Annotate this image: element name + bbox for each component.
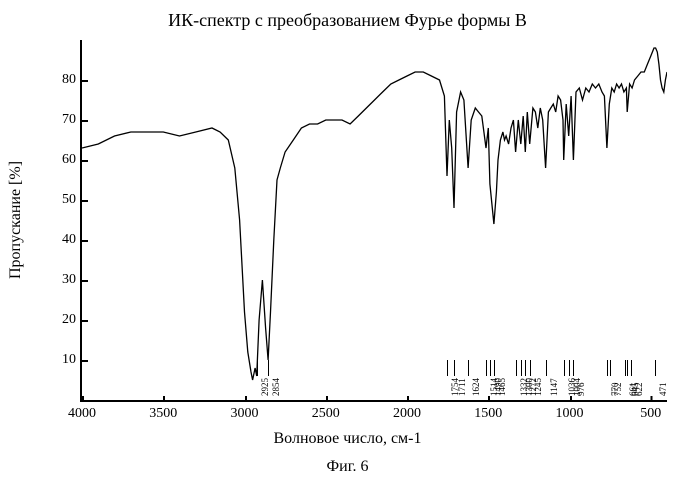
peak-tick xyxy=(268,360,269,376)
peak-label: 1624 xyxy=(471,378,481,396)
x-tick-label: 500 xyxy=(640,406,661,422)
y-tick-label: 70 xyxy=(48,112,76,128)
peak-tick xyxy=(625,360,626,376)
peak-label: 622 xyxy=(634,383,644,397)
x-tick-label: 1000 xyxy=(556,406,584,422)
peak-tick xyxy=(564,360,565,376)
peak-tick xyxy=(610,360,611,376)
peak-label: 2854 xyxy=(271,378,281,396)
peak-tick xyxy=(490,360,491,376)
x-tick-label: 3500 xyxy=(149,406,177,422)
peak-label: 1245 xyxy=(533,378,543,396)
peak-label: 471 xyxy=(658,383,668,397)
peak-tick xyxy=(546,360,547,376)
x-axis-label: Волновое число, см-1 xyxy=(0,430,695,448)
x-tick-label: 4000 xyxy=(68,406,96,422)
peak-tick xyxy=(447,360,448,376)
chart-title: ИК-спектр с преобразованием Фурье формы … xyxy=(0,10,695,31)
x-tick-label: 2000 xyxy=(393,406,421,422)
peak-label: 1711 xyxy=(457,378,467,396)
x-tick-label: 1500 xyxy=(474,406,502,422)
peak-tick xyxy=(530,360,531,376)
y-tick-label: 60 xyxy=(48,152,76,168)
x-tick-label: 2500 xyxy=(312,406,340,422)
peak-label: 1147 xyxy=(549,378,559,396)
y-tick-label: 50 xyxy=(48,192,76,208)
peak-label: 2925 xyxy=(260,378,270,396)
peak-tick xyxy=(607,360,608,376)
spectrum-line xyxy=(82,40,667,400)
peak-label: 976 xyxy=(576,383,586,397)
figure-caption: Фиг. 6 xyxy=(0,458,695,476)
figure-container: ИК-спектр с преобразованием Фурье формы … xyxy=(0,0,695,500)
x-tick-label: 3000 xyxy=(231,406,259,422)
y-axis-label: Пропускание [%] xyxy=(7,161,25,279)
peak-tick xyxy=(454,360,455,376)
y-tick-label: 10 xyxy=(48,352,76,368)
peak-tick xyxy=(486,360,487,376)
peak-tick xyxy=(494,360,495,376)
plot-area: 1020304050607080400035003000250020001500… xyxy=(80,40,667,402)
peak-tick xyxy=(573,360,574,376)
y-tick-label: 40 xyxy=(48,232,76,248)
peak-tick xyxy=(521,360,522,376)
peak-label: 1465 xyxy=(497,378,507,396)
y-tick-label: 80 xyxy=(48,72,76,88)
peak-tick xyxy=(468,360,469,376)
peak-tick xyxy=(627,360,628,376)
peak-label: 752 xyxy=(613,383,623,397)
y-tick-label: 30 xyxy=(48,272,76,288)
peak-tick xyxy=(516,360,517,376)
peak-tick xyxy=(525,360,526,376)
y-tick-label: 20 xyxy=(48,312,76,328)
peak-tick xyxy=(257,360,258,376)
peak-tick xyxy=(569,360,570,376)
peak-tick xyxy=(655,360,656,376)
peak-tick xyxy=(631,360,632,376)
